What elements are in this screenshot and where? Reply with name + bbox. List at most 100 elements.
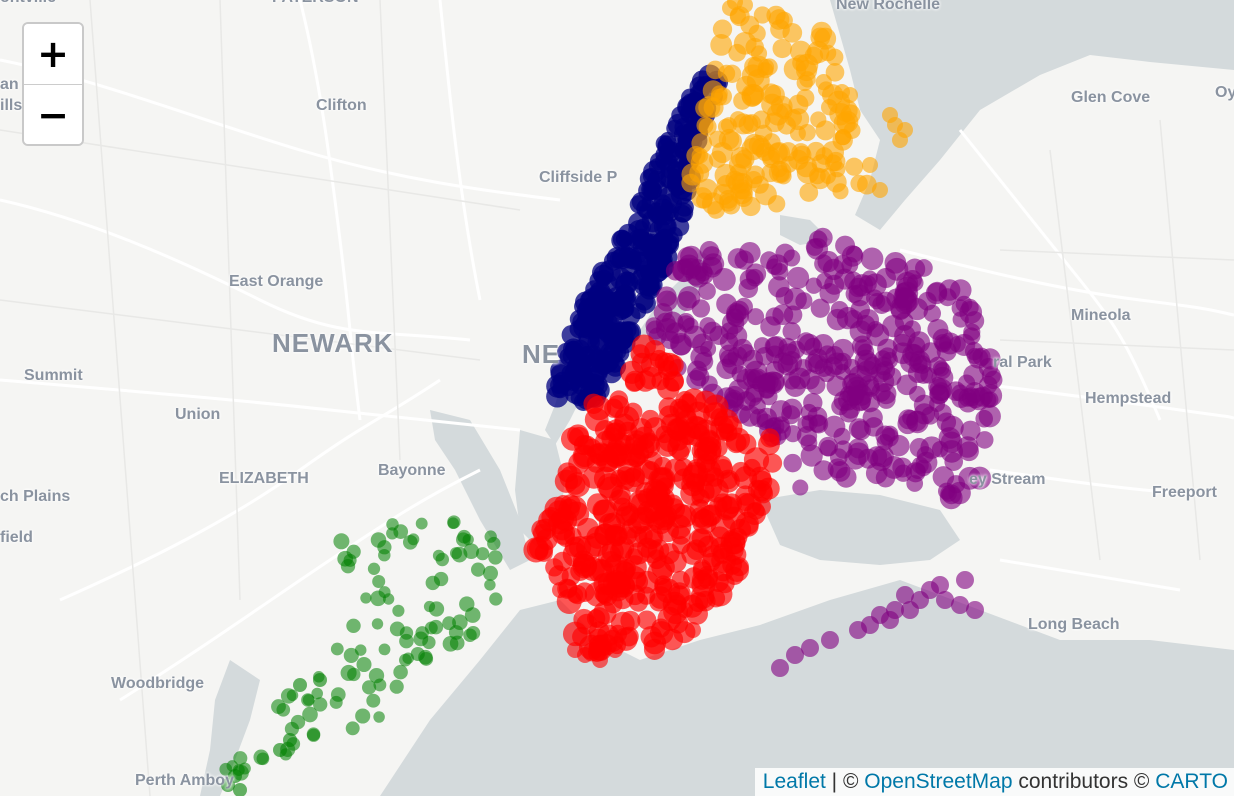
data-point-marker[interactable] — [732, 338, 753, 359]
data-point-marker[interactable] — [644, 340, 666, 361]
data-point-marker[interactable] — [940, 485, 957, 502]
data-point-marker[interactable] — [929, 378, 953, 401]
data-point-marker[interactable] — [671, 570, 691, 590]
data-point-marker[interactable] — [772, 38, 792, 59]
data-point-marker[interactable] — [931, 440, 949, 458]
data-point-marker[interactable] — [831, 397, 849, 416]
data-point-marker[interactable] — [722, 64, 742, 83]
data-point-marker[interactable] — [389, 679, 404, 694]
data-point-marker[interactable] — [589, 363, 608, 382]
data-point-marker[interactable] — [371, 618, 384, 630]
data-point-marker[interactable] — [932, 360, 950, 377]
data-point-marker[interactable] — [810, 298, 830, 318]
data-point-marker[interactable] — [835, 235, 856, 256]
data-point-marker[interactable] — [787, 266, 810, 289]
data-point-marker[interactable] — [302, 694, 315, 706]
data-point-marker[interactable] — [951, 388, 971, 408]
data-point-marker[interactable] — [559, 465, 583, 490]
data-point-marker[interactable] — [577, 647, 593, 663]
data-point-marker[interactable] — [575, 291, 596, 313]
data-point-marker[interactable] — [698, 117, 717, 136]
data-point-marker[interactable] — [656, 519, 680, 543]
data-point-marker[interactable] — [681, 163, 704, 186]
data-point-marker[interactable] — [872, 182, 888, 198]
data-point-marker[interactable] — [957, 374, 976, 392]
data-point-marker[interactable] — [674, 457, 693, 477]
data-point-marker[interactable] — [709, 130, 727, 148]
data-point-marker[interactable] — [834, 84, 850, 100]
data-point-marker[interactable] — [233, 751, 248, 766]
data-point-marker[interactable] — [909, 385, 926, 403]
data-point-marker[interactable] — [691, 572, 716, 598]
data-point-marker[interactable] — [875, 383, 897, 405]
data-point-marker[interactable] — [362, 680, 377, 695]
data-point-marker[interactable] — [425, 575, 441, 591]
data-point-marker[interactable] — [760, 58, 778, 76]
data-point-marker[interactable] — [901, 601, 919, 619]
data-point-marker[interactable] — [904, 258, 926, 280]
data-point-marker[interactable] — [697, 468, 715, 487]
data-point-marker[interactable] — [658, 543, 680, 564]
data-point-marker[interactable] — [378, 643, 391, 656]
data-point-marker[interactable] — [483, 565, 498, 581]
data-point-marker[interactable] — [561, 324, 582, 346]
data-point-marker[interactable] — [587, 349, 607, 368]
data-point-marker[interactable] — [796, 161, 819, 184]
data-point-marker[interactable] — [796, 426, 818, 447]
data-point-marker[interactable] — [627, 542, 650, 565]
data-point-marker[interactable] — [407, 533, 420, 546]
data-point-marker[interactable] — [233, 783, 247, 796]
data-point-marker[interactable] — [587, 558, 612, 583]
data-point-marker[interactable] — [857, 174, 877, 195]
data-point-marker[interactable] — [726, 432, 747, 454]
data-point-marker[interactable] — [719, 193, 738, 212]
data-point-marker[interactable] — [743, 387, 763, 407]
data-point-marker[interactable] — [981, 366, 1001, 386]
data-point-marker[interactable] — [760, 428, 780, 448]
data-point-marker[interactable] — [313, 697, 328, 712]
data-point-marker[interactable] — [866, 446, 888, 467]
data-point-marker[interactable] — [733, 91, 752, 110]
openstreetmap-link[interactable]: OpenStreetMap — [864, 770, 1013, 793]
data-point-marker[interactable] — [698, 282, 716, 300]
data-point-marker[interactable] — [861, 270, 878, 287]
data-point-marker[interactable] — [795, 292, 813, 310]
data-point-marker[interactable] — [789, 125, 806, 142]
data-point-marker[interactable] — [226, 760, 239, 772]
data-point-marker[interactable] — [872, 295, 892, 315]
data-point-marker[interactable] — [821, 99, 838, 116]
data-point-marker[interactable] — [643, 631, 667, 655]
data-point-marker[interactable] — [737, 0, 753, 13]
data-point-marker[interactable] — [917, 291, 937, 311]
data-point-marker[interactable] — [795, 53, 819, 77]
data-point-marker[interactable] — [762, 453, 783, 473]
data-point-marker[interactable] — [546, 374, 570, 398]
data-point-marker[interactable] — [949, 279, 972, 301]
data-point-marker[interactable] — [716, 293, 737, 315]
data-point-marker[interactable] — [714, 496, 739, 521]
data-point-marker[interactable] — [894, 312, 914, 331]
data-point-marker[interactable] — [721, 131, 742, 152]
data-point-marker[interactable] — [340, 559, 356, 574]
data-point-marker[interactable] — [788, 367, 811, 390]
data-point-marker[interactable] — [734, 466, 758, 490]
data-point-marker[interactable] — [634, 526, 653, 545]
data-point-marker[interactable] — [651, 371, 670, 391]
data-point-marker[interactable] — [654, 575, 673, 594]
data-point-marker[interactable] — [664, 372, 684, 392]
data-point-marker[interactable] — [750, 175, 769, 194]
data-point-marker[interactable] — [966, 601, 984, 619]
data-point-marker[interactable] — [757, 477, 780, 500]
data-point-marker[interactable] — [442, 635, 459, 652]
data-point-marker[interactable] — [607, 642, 623, 658]
data-point-marker[interactable] — [372, 574, 386, 589]
data-point-marker[interactable] — [848, 438, 869, 459]
data-point-marker[interactable] — [770, 95, 793, 118]
data-point-marker[interactable] — [801, 639, 819, 657]
data-point-marker[interactable] — [892, 333, 913, 354]
data-point-marker[interactable] — [736, 368, 758, 390]
data-point-marker[interactable] — [732, 179, 753, 200]
data-point-marker[interactable] — [632, 230, 652, 250]
data-point-marker[interactable] — [677, 421, 702, 446]
data-point-marker[interactable] — [753, 6, 772, 24]
